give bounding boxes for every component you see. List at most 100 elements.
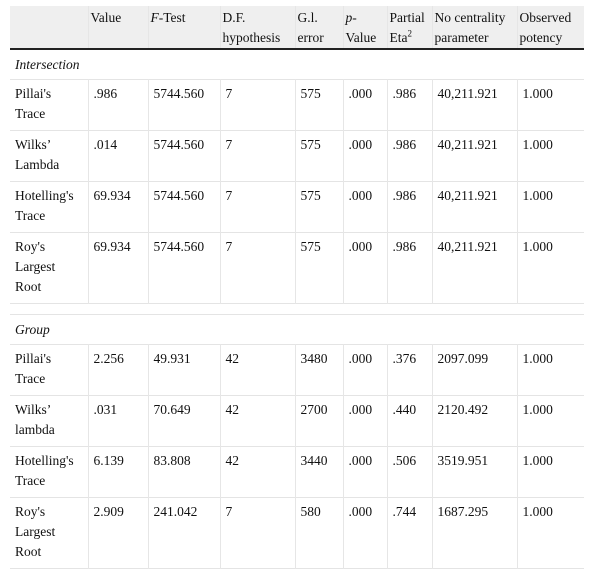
results-table: Value F-Test D.F. hypothesis G.l. error p-Va… bbox=[10, 6, 584, 569]
cell: 49.931 bbox=[148, 344, 221, 395]
cell: 5744.560 bbox=[148, 79, 221, 130]
cell: 83.808 bbox=[148, 446, 221, 497]
header-text: -Value bbox=[345, 10, 377, 45]
cell: .506 bbox=[387, 446, 433, 497]
row-label: Hotelling's Trace bbox=[10, 181, 89, 232]
header-text: Partial Eta bbox=[389, 10, 425, 45]
cell: 1.000 bbox=[522, 350, 553, 366]
header-text: D.F. hypothesis bbox=[222, 10, 281, 45]
section-row: Intersection bbox=[10, 49, 584, 79]
header-text: Observed potency bbox=[519, 10, 572, 45]
cell: 7 bbox=[220, 181, 296, 232]
cell: 3519.951 bbox=[432, 446, 518, 497]
cell: 70.649 bbox=[148, 395, 221, 446]
cell: 5744.560 bbox=[148, 232, 221, 303]
row-label: Pillai's Trace bbox=[10, 79, 89, 130]
cell: 3440 bbox=[295, 446, 344, 497]
cell: 7 bbox=[220, 232, 296, 303]
cell: 42 bbox=[220, 344, 296, 395]
cell: .031 bbox=[88, 395, 149, 446]
cell: .986 bbox=[88, 79, 149, 130]
header-cell bbox=[10, 6, 89, 49]
header-cell: Value bbox=[88, 6, 149, 49]
cell: .986 bbox=[387, 79, 433, 130]
data-row: Wilks’ Lambda .014 5744.560 7 575.000.986 40,… bbox=[10, 130, 584, 181]
cell: 42 bbox=[220, 395, 296, 446]
cell: 1.000 bbox=[522, 136, 553, 152]
cell: 2700 bbox=[295, 395, 344, 446]
spacer-cell bbox=[10, 303, 584, 314]
row-label: Roy's Largest Root bbox=[10, 497, 89, 568]
cell: .440 bbox=[387, 395, 433, 446]
cell: 575 bbox=[295, 79, 344, 130]
cell: 69.934 bbox=[88, 232, 149, 303]
header-text: G.l. error bbox=[297, 10, 324, 45]
data-row: Hotelling's Trace 6.139 83.808 42 3440.000.5… bbox=[10, 446, 584, 497]
header-cell: No centrality parameter bbox=[432, 6, 518, 49]
header-text: 2 bbox=[407, 28, 413, 39]
row-label: Pillai's Trace bbox=[10, 344, 89, 395]
cell: 2120.492 bbox=[432, 395, 518, 446]
cell: 40,211.921 bbox=[432, 232, 518, 303]
cell: 7 bbox=[220, 79, 296, 130]
cell: 7 bbox=[220, 130, 296, 181]
cell: 1.000 bbox=[522, 187, 553, 203]
cell: 40,211.921 bbox=[432, 181, 518, 232]
cell: 3480 bbox=[295, 344, 344, 395]
table-body: Intersection Pillai's Trace .986 5744.560 7 5… bbox=[10, 49, 584, 568]
header-row: Value F-Test D.F. hypothesis G.l. error p-Va… bbox=[10, 6, 584, 49]
cell: 42 bbox=[220, 446, 296, 497]
header-cell: G.l. error bbox=[295, 6, 344, 49]
header-cell: D.F. hypothesis bbox=[220, 6, 296, 49]
cell: 1687.295 bbox=[432, 497, 518, 568]
header-text: p bbox=[345, 10, 353, 25]
header-text: No centrality parameter bbox=[434, 10, 506, 45]
cell: .000 bbox=[343, 497, 388, 568]
cell: 5744.560 bbox=[148, 130, 221, 181]
cell: .986 bbox=[387, 130, 433, 181]
row-label: Roy's Largest Root bbox=[10, 232, 89, 303]
data-row: Roy's Largest Root 2.909 241.042 7 580.000.7… bbox=[10, 497, 584, 568]
cell: 40,211.921 bbox=[432, 130, 518, 181]
cell: .000 bbox=[343, 395, 388, 446]
cell: .986 bbox=[387, 181, 433, 232]
cell: .000 bbox=[343, 181, 388, 232]
cell: .986 bbox=[387, 232, 433, 303]
cell: .000 bbox=[343, 344, 388, 395]
cell: 1.000 bbox=[522, 401, 553, 417]
cell: 1.000 bbox=[522, 503, 553, 519]
cell: 575 bbox=[295, 232, 344, 303]
header-text: F bbox=[150, 10, 159, 25]
cell: 575 bbox=[295, 181, 344, 232]
cell: 2.256 bbox=[88, 344, 149, 395]
cell: 69.934 bbox=[88, 181, 149, 232]
cell: 580 bbox=[295, 497, 344, 568]
cell: .014 bbox=[88, 130, 149, 181]
row-label: Wilks’ lambda bbox=[10, 395, 89, 446]
table-header: Value F-Test D.F. hypothesis G.l. error p-Va… bbox=[10, 6, 584, 49]
cell: 575 bbox=[295, 130, 344, 181]
cell: .376 bbox=[387, 344, 433, 395]
cell: 5744.560 bbox=[148, 181, 221, 232]
cell: 2097.099 bbox=[432, 344, 518, 395]
cell: 6.139 bbox=[88, 446, 149, 497]
data-row: Pillai's Trace 2.256 49.931 42 3480.000.376 2… bbox=[10, 344, 584, 395]
header-cell: Partial Eta2 bbox=[387, 6, 433, 49]
header-cell: Observed potency bbox=[517, 6, 584, 49]
cell: 241.042 bbox=[148, 497, 221, 568]
cell: 40,211.921 bbox=[432, 79, 518, 130]
row-label: Wilks’ Lambda bbox=[10, 130, 89, 181]
cell: 7 bbox=[220, 497, 296, 568]
header-cell: p-Value bbox=[343, 6, 388, 49]
section-title: Group bbox=[15, 321, 50, 337]
data-row: Wilks’ lambda .031 70.649 42 2700.000.440 212… bbox=[10, 395, 584, 446]
cell: .000 bbox=[343, 79, 388, 130]
row-label: Hotelling's Trace bbox=[10, 446, 89, 497]
cell: 1.000 bbox=[522, 452, 553, 468]
cell: .000 bbox=[343, 130, 388, 181]
header-cell: F-Test bbox=[148, 6, 221, 49]
section-row: Group bbox=[10, 314, 584, 344]
data-row: Pillai's Trace .986 5744.560 7 575.000.986 40… bbox=[10, 79, 584, 130]
header-text: -Test bbox=[158, 10, 186, 25]
